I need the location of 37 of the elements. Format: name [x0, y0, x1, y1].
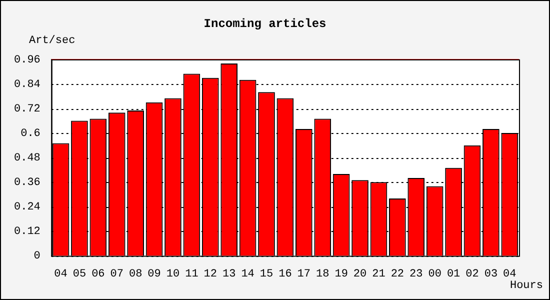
chart-title: Incoming articles — [204, 17, 326, 32]
x-tick-label: 22 — [390, 268, 404, 280]
y-tick-label: 0 — [34, 250, 40, 263]
y-tick-label: 0.24 — [14, 202, 41, 214]
x-tick-label: 19 — [334, 268, 348, 280]
x-tick-label: 08 — [128, 268, 142, 280]
x-tick-label: 04 — [503, 268, 517, 280]
x-axis-title: Hours — [510, 280, 543, 292]
y-tick-label: 0.48 — [14, 152, 40, 165]
x-tick-label: 14 — [241, 268, 255, 280]
x-tick-label: 23 — [410, 268, 423, 280]
x-tick-label: 21 — [372, 268, 386, 280]
x-tick-label: 00 — [428, 268, 442, 280]
y-tick-label: 0.72 — [14, 103, 40, 116]
x-tick-label: 12 — [204, 268, 217, 280]
y-tick-label: 0.6 — [20, 128, 40, 140]
x-tick-label: 02 — [466, 268, 479, 280]
x-tick-label: 06 — [92, 268, 105, 280]
y-axis-title: Art/sec — [29, 34, 76, 47]
y-tick-label: 0.36 — [14, 177, 40, 190]
x-tick-label: 01 — [446, 268, 461, 280]
y-tick-label: 0.84 — [14, 78, 41, 91]
x-tick-label: 17 — [297, 268, 311, 280]
x-tick-label: 13 — [222, 268, 236, 280]
x-tick-label: 10 — [166, 268, 180, 280]
x-tick-label: 15 — [260, 268, 274, 280]
x-tick-label: 03 — [484, 268, 498, 280]
x-tick-label: 05 — [72, 268, 86, 280]
x-tick-label: 16 — [278, 268, 292, 280]
y-tick-label: 0.96 — [14, 54, 40, 66]
x-tick-label: 11 — [185, 268, 199, 280]
x-tick-label: 04 — [54, 268, 68, 280]
y-tick-label: 0.12 — [14, 226, 40, 238]
x-tick-label: 07 — [110, 268, 124, 280]
x-tick-label: 20 — [353, 268, 367, 280]
x-tick-label: 09 — [148, 268, 161, 280]
x-tick-label: 18 — [316, 268, 330, 280]
